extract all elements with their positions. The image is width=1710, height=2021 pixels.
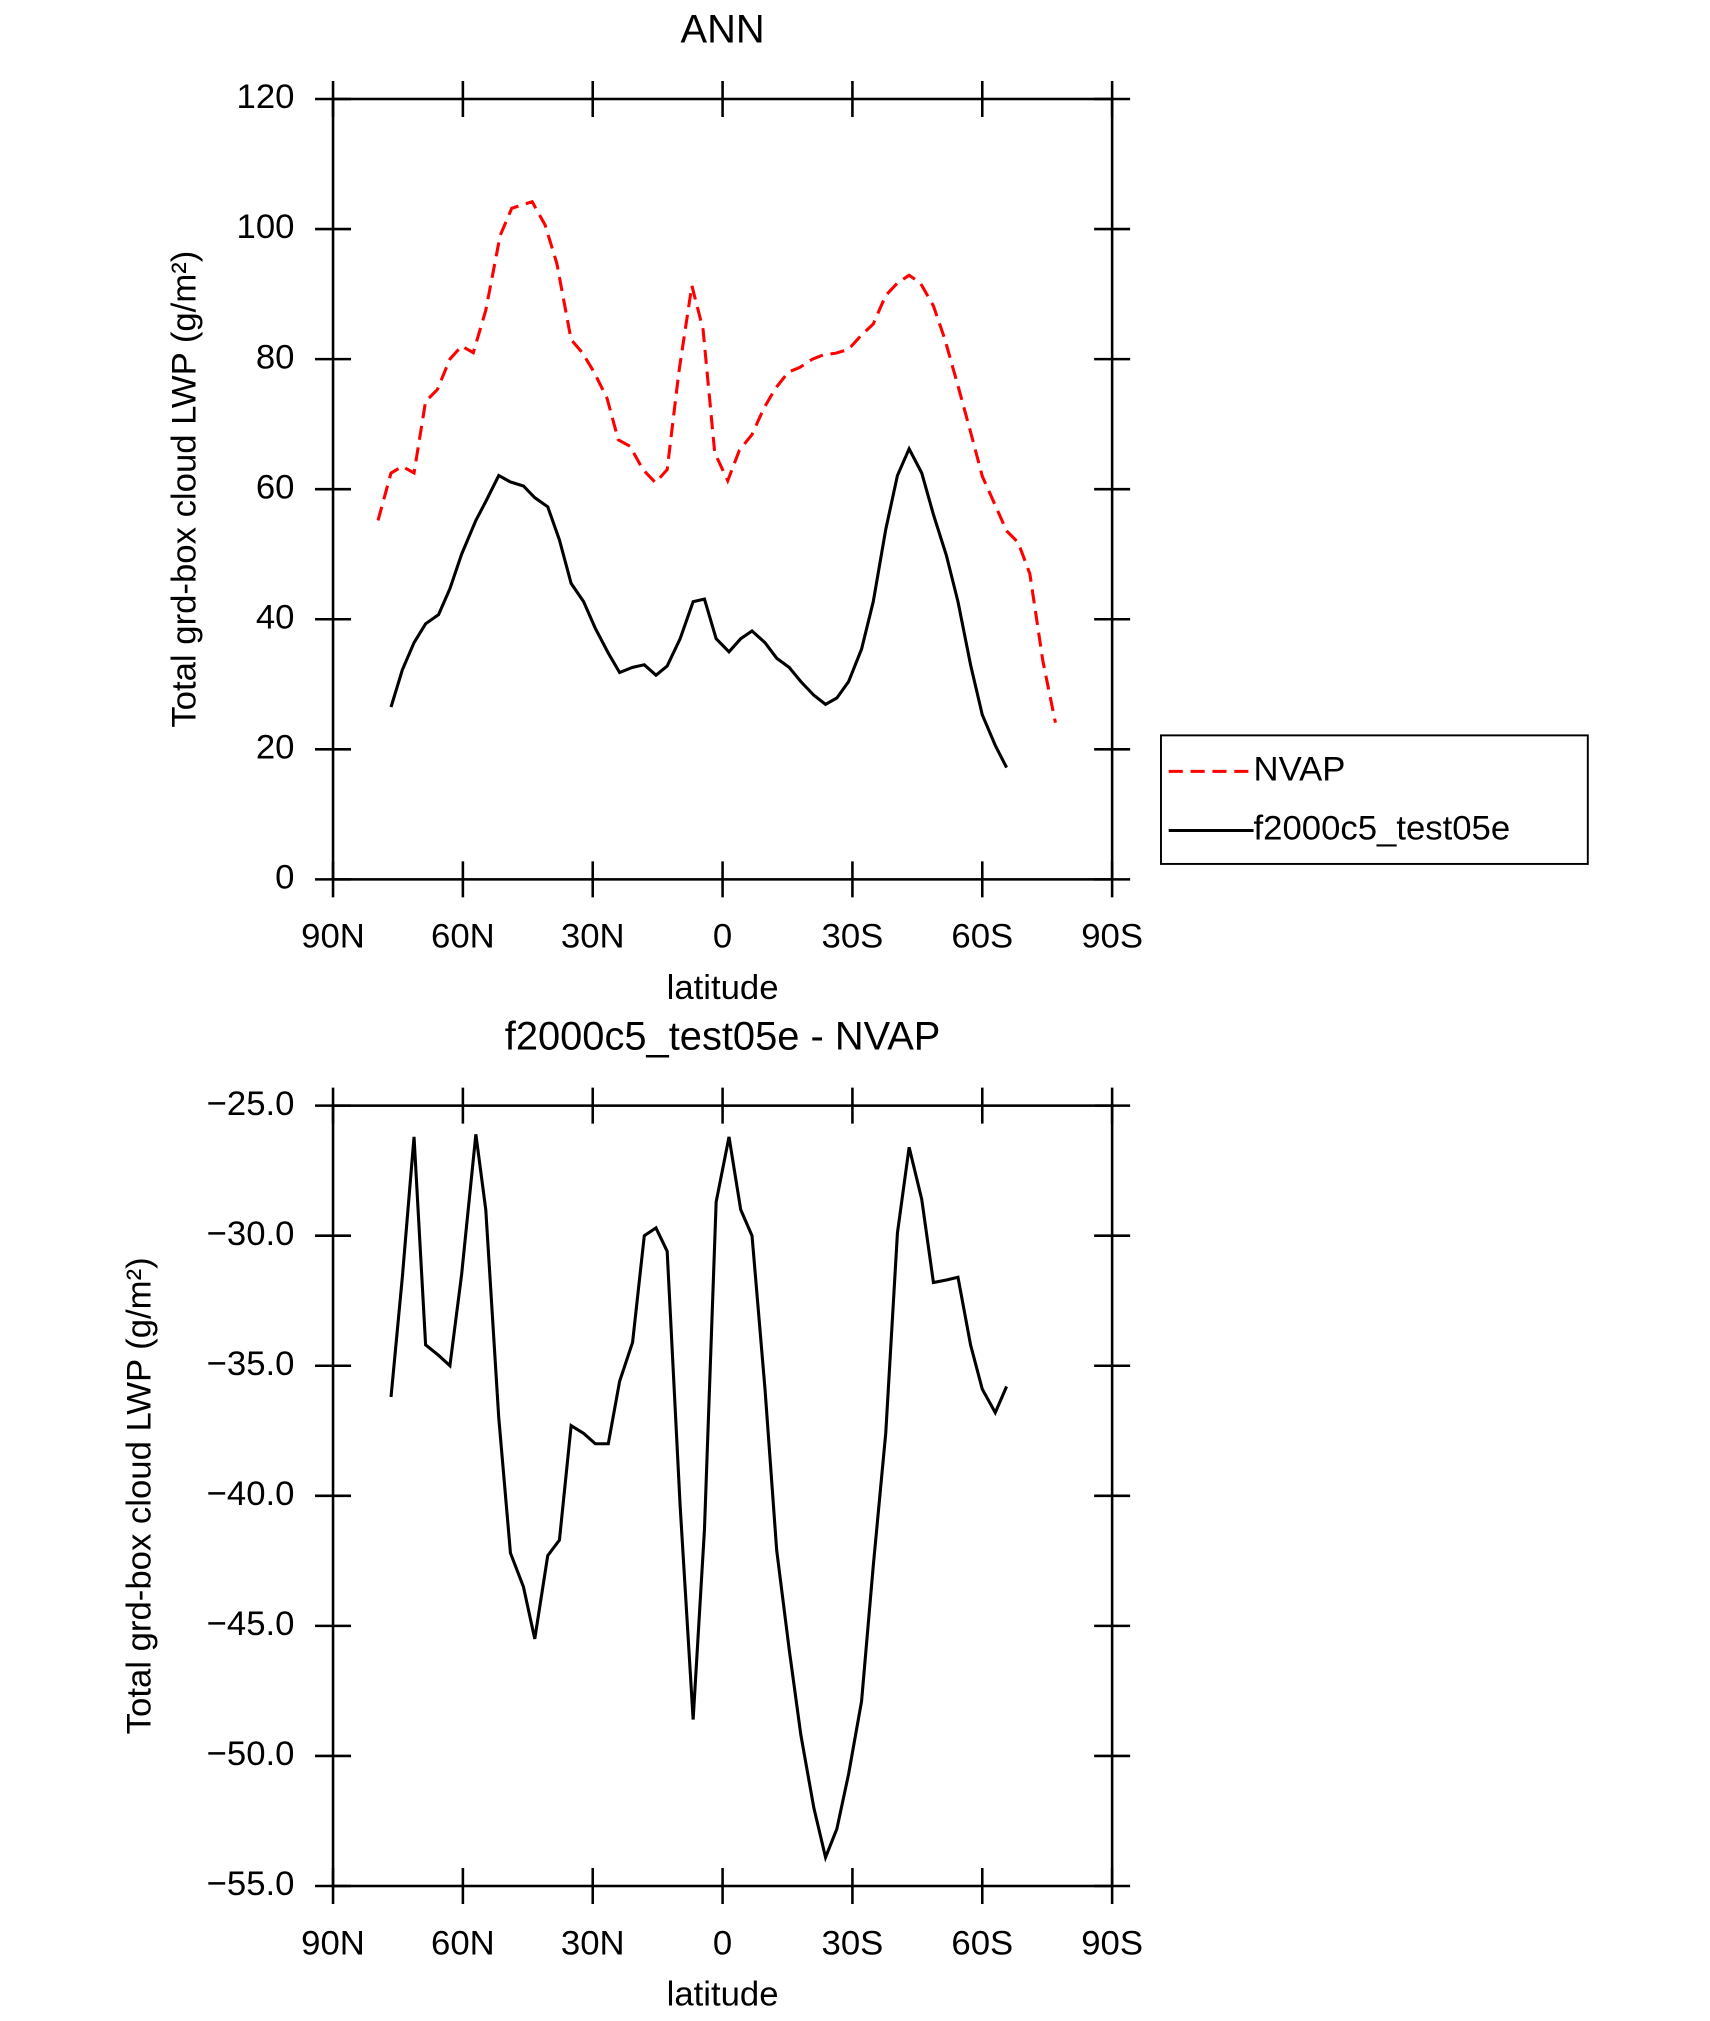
x-tick-label: 90S [1081, 1924, 1143, 1962]
x-axis-label: latitude [667, 969, 779, 1007]
legend-label: NVAP [1254, 751, 1346, 789]
y-tick-label: 120 [237, 78, 295, 116]
y-tick-label: −30.0 [207, 1215, 295, 1253]
plot-frame [331, 1104, 1114, 1888]
data-line [389, 1134, 1008, 1863]
x-tick-label: 90N [301, 1924, 365, 1962]
y-axis-label: Total grd-box cloud LWP (g/m²) [121, 1257, 159, 1734]
x-tick-label: 60S [951, 1924, 1013, 1962]
y-tick-label: 100 [237, 208, 295, 246]
y-tick-label: 20 [256, 728, 295, 766]
y-tick-label: 60 [256, 468, 295, 506]
x-tick-label: 0 [713, 918, 732, 956]
legend-frame [1160, 734, 1589, 865]
y-tick-label: 40 [256, 598, 295, 636]
legend-label: f2000c5_test05e [1254, 810, 1511, 848]
x-tick-label: 60S [951, 918, 1013, 956]
y-tick-label: −40.0 [207, 1475, 295, 1513]
y-tick-label: −35.0 [207, 1345, 295, 1383]
data-line [389, 445, 1008, 769]
x-tick-label: 30N [561, 1924, 625, 1962]
data-line [376, 199, 1057, 723]
y-tick-label: 80 [256, 338, 295, 376]
plot-frame [331, 97, 1114, 881]
x-tick-label: 60N [431, 1924, 495, 1962]
x-tick-label: 30S [822, 1924, 884, 1962]
x-axis-label: latitude [667, 1976, 779, 2014]
x-tick-label: 90S [1081, 918, 1143, 956]
y-tick-label: −55.0 [207, 1865, 295, 1903]
chart-title: ANN [681, 8, 765, 52]
y-tick-label: −45.0 [207, 1605, 295, 1643]
y-axis-label: Total grd-box cloud LWP (g/m²) [166, 251, 204, 728]
x-tick-label: 30S [822, 918, 884, 956]
chart-title: f2000c5_test05e - NVAP [505, 1014, 941, 1058]
y-tick-label: −25.0 [207, 1085, 295, 1123]
y-tick-label: 0 [275, 859, 294, 897]
x-tick-label: 0 [713, 1924, 732, 1962]
x-tick-label: 60N [431, 918, 495, 956]
y-tick-label: −50.0 [207, 1735, 295, 1773]
x-tick-label: 90N [301, 918, 365, 956]
x-tick-label: 30N [561, 918, 625, 956]
